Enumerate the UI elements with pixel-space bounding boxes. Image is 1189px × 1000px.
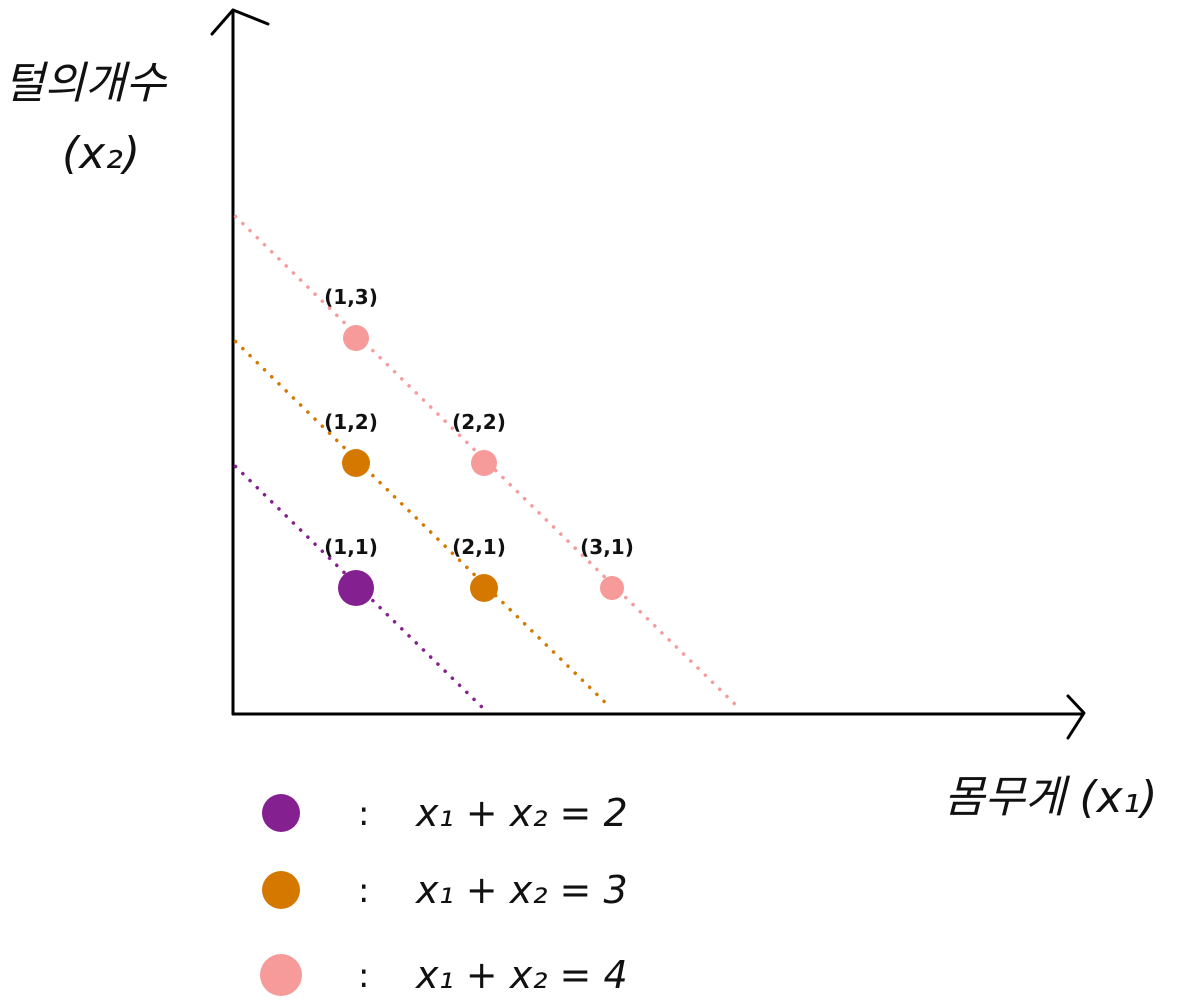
legend-swatch-3 [260, 954, 302, 996]
legend-colon-2: : [358, 871, 369, 911]
point-2-1 [470, 574, 498, 602]
point-label-3-1: (3,1) [580, 535, 634, 559]
legend-label-3: x₁ + x₂ = 4 [415, 953, 628, 997]
iso-line-sum-3 [233, 339, 613, 710]
point-1-2 [342, 449, 370, 477]
point-1-1 [338, 570, 374, 606]
point-3-1 [600, 576, 624, 600]
point-2-2 [471, 450, 497, 476]
x-axis-arrowhead [1066, 694, 1086, 740]
data-points [338, 325, 624, 606]
legend-label-2: x₁ + x₂ = 3 [415, 868, 628, 912]
legend-swatch-2 [262, 871, 300, 909]
legend-swatch-1 [262, 794, 300, 832]
iso-line-sum-4 [233, 214, 741, 710]
y-axis-title-line2: (x₂) [62, 128, 140, 179]
legend-colon-3: : [358, 956, 369, 996]
point-label-1-3: (1,3) [324, 285, 378, 309]
legend-colon-1: : [358, 794, 369, 834]
point-labels: (1,1) (1,2) (2,1) (1,3) (2,2) (3,1) [324, 285, 634, 559]
legend: : x₁ + x₂ = 2: x₁ + x₂ = 3: x₁ + x₂ = 4 [260, 791, 628, 997]
x-axis-title: 몸무게 (x₁) [944, 772, 1157, 823]
axes [210, 8, 1086, 740]
point-label-1-2: (1,2) [324, 410, 378, 434]
legend-label-1: x₁ + x₂ = 2 [415, 791, 628, 835]
point-label-1-1: (1,1) [324, 535, 378, 559]
point-1-3 [343, 325, 369, 351]
y-axis-arrowhead [210, 8, 270, 36]
point-label-2-1: (2,1) [452, 535, 506, 559]
y-axis-title-line1: 털의개수 [4, 58, 167, 109]
point-label-2-2: (2,2) [452, 410, 506, 434]
